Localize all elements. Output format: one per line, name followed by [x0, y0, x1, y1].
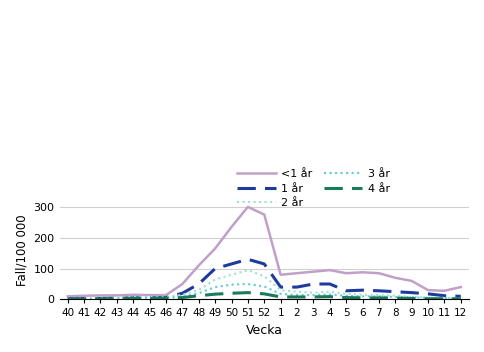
Y-axis label: Fall/100 000: Fall/100 000 — [15, 214, 28, 286]
Legend: <1 år, 1 år, 2 år, 3 år, 4 år: <1 år, 1 år, 2 år, 3 år, 4 år — [232, 165, 394, 213]
X-axis label: Vecka: Vecka — [246, 324, 283, 337]
